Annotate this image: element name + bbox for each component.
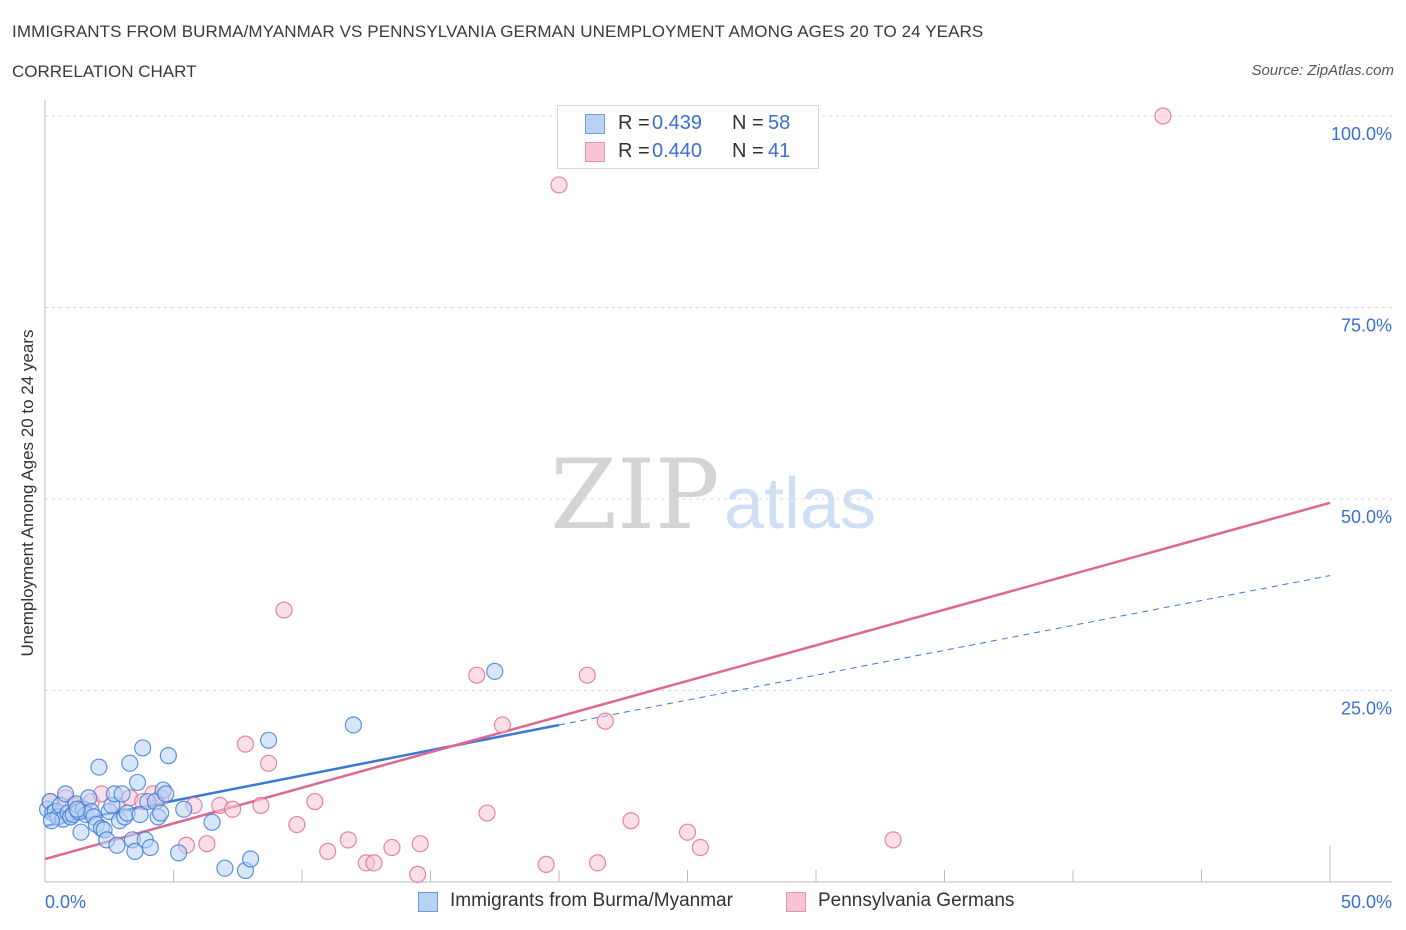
y-tick-label: 100.0% bbox=[1331, 124, 1392, 144]
data-point-blue bbox=[128, 773, 147, 792]
legend-n-label: N = bbox=[732, 112, 764, 134]
data-point-pink bbox=[596, 712, 614, 730]
legend-swatch-blue bbox=[585, 114, 605, 134]
data-point-pink bbox=[306, 792, 324, 811]
data-point-blue bbox=[203, 813, 221, 831]
data-point-blue bbox=[131, 805, 149, 824]
legend-swatch-pink bbox=[585, 142, 605, 162]
data-point-pink bbox=[275, 601, 293, 619]
data-point-blue bbox=[72, 823, 90, 841]
y-axis-label: Unemployment Among Ages 20 to 24 years bbox=[18, 330, 37, 657]
data-point-pink bbox=[198, 835, 216, 853]
data-point-pink bbox=[288, 815, 306, 834]
x-tick-label: 0.0% bbox=[45, 892, 86, 912]
data-point-pink bbox=[252, 796, 270, 815]
source-credit: Source: ZipAtlas.com bbox=[1251, 62, 1394, 79]
data-point-blue bbox=[216, 859, 234, 877]
legend-r-value: 0.439 bbox=[652, 112, 703, 134]
y-tick-label: 25.0% bbox=[1341, 699, 1392, 719]
data-point-blue bbox=[170, 844, 188, 862]
data-point-pink bbox=[622, 812, 640, 830]
legend-swatch-pink bbox=[786, 892, 806, 912]
correlation-legend: R = 0.439 N = 58 R = 0.440 N = 41 bbox=[557, 105, 819, 169]
data-point-blue bbox=[141, 838, 159, 857]
data-point-pink bbox=[236, 735, 255, 753]
data-point-pink bbox=[365, 854, 383, 872]
series-legend: Immigrants from Burma/Myanmar Pennsylvan… bbox=[0, 890, 1406, 916]
legend-r-label: R = bbox=[618, 112, 650, 134]
data-point-blue bbox=[344, 716, 362, 734]
data-point-pink bbox=[1154, 107, 1172, 125]
grid bbox=[45, 115, 1392, 691]
data-point-blue bbox=[259, 731, 278, 749]
watermark: ZIP atlas bbox=[550, 439, 876, 551]
data-point-blue bbox=[90, 758, 108, 776]
data-point-pink bbox=[259, 754, 278, 772]
x-tick-label: 50.0% bbox=[1341, 892, 1392, 912]
data-point-blue bbox=[108, 836, 126, 854]
data-point-blue bbox=[134, 739, 152, 757]
legend-label-burma: Immigrants from Burma/Myanmar bbox=[450, 890, 733, 911]
data-point-pink bbox=[578, 666, 596, 684]
data-point-pink bbox=[411, 835, 429, 853]
data-point-blue bbox=[175, 800, 193, 818]
legend-n-label: N = bbox=[732, 140, 764, 162]
data-point-blue bbox=[159, 747, 177, 765]
chart-subtitle: CORRELATION CHART bbox=[12, 62, 197, 81]
data-point-blue bbox=[121, 754, 139, 772]
data-points bbox=[38, 107, 1172, 883]
data-point-pink bbox=[383, 838, 401, 857]
trend-extension-blue bbox=[558, 575, 1331, 726]
y-tick-label: 75.0% bbox=[1341, 316, 1392, 336]
data-point-pink bbox=[884, 831, 902, 849]
legend-label-pennsylvania: Pennsylvania Germans bbox=[818, 890, 1015, 911]
legend-n-value: 58 bbox=[768, 112, 791, 134]
chart-title: IMMIGRANTS FROM BURMA/MYANMAR VS PENNSYL… bbox=[12, 22, 984, 41]
data-point-pink bbox=[678, 823, 697, 841]
data-point-pink bbox=[588, 854, 607, 872]
data-point-pink bbox=[468, 666, 486, 684]
data-point-pink bbox=[319, 842, 337, 860]
watermark-zip: ZIP bbox=[550, 439, 719, 551]
legend-r-value: 0.440 bbox=[652, 140, 703, 162]
data-point-pink bbox=[691, 838, 709, 857]
data-point-blue bbox=[68, 800, 86, 818]
data-point-pink bbox=[409, 865, 427, 883]
data-point-blue bbox=[56, 785, 75, 803]
watermark-atlas: atlas bbox=[724, 464, 876, 544]
data-point-pink bbox=[224, 800, 242, 818]
data-point-blue bbox=[242, 850, 260, 868]
data-point-blue bbox=[42, 812, 61, 830]
data-point-pink bbox=[493, 716, 512, 734]
data-point-pink bbox=[550, 176, 568, 194]
y-tick-label: 50.0% bbox=[1341, 507, 1392, 527]
legend-swatch-blue bbox=[418, 892, 438, 912]
data-point-pink bbox=[478, 804, 496, 822]
tick-labels: 25.0% 50.0% 75.0% 100.0% 0.0% 50.0% bbox=[45, 124, 1392, 912]
legend-r-label: R = bbox=[618, 140, 650, 162]
axes bbox=[44, 100, 1392, 883]
data-point-blue bbox=[486, 662, 504, 680]
data-point-blue bbox=[152, 804, 170, 822]
data-point-pink bbox=[537, 855, 555, 873]
legend-n-value: 41 bbox=[768, 140, 791, 162]
data-point-blue bbox=[113, 785, 131, 803]
data-point-blue bbox=[157, 785, 175, 803]
data-point-pink bbox=[339, 831, 357, 849]
